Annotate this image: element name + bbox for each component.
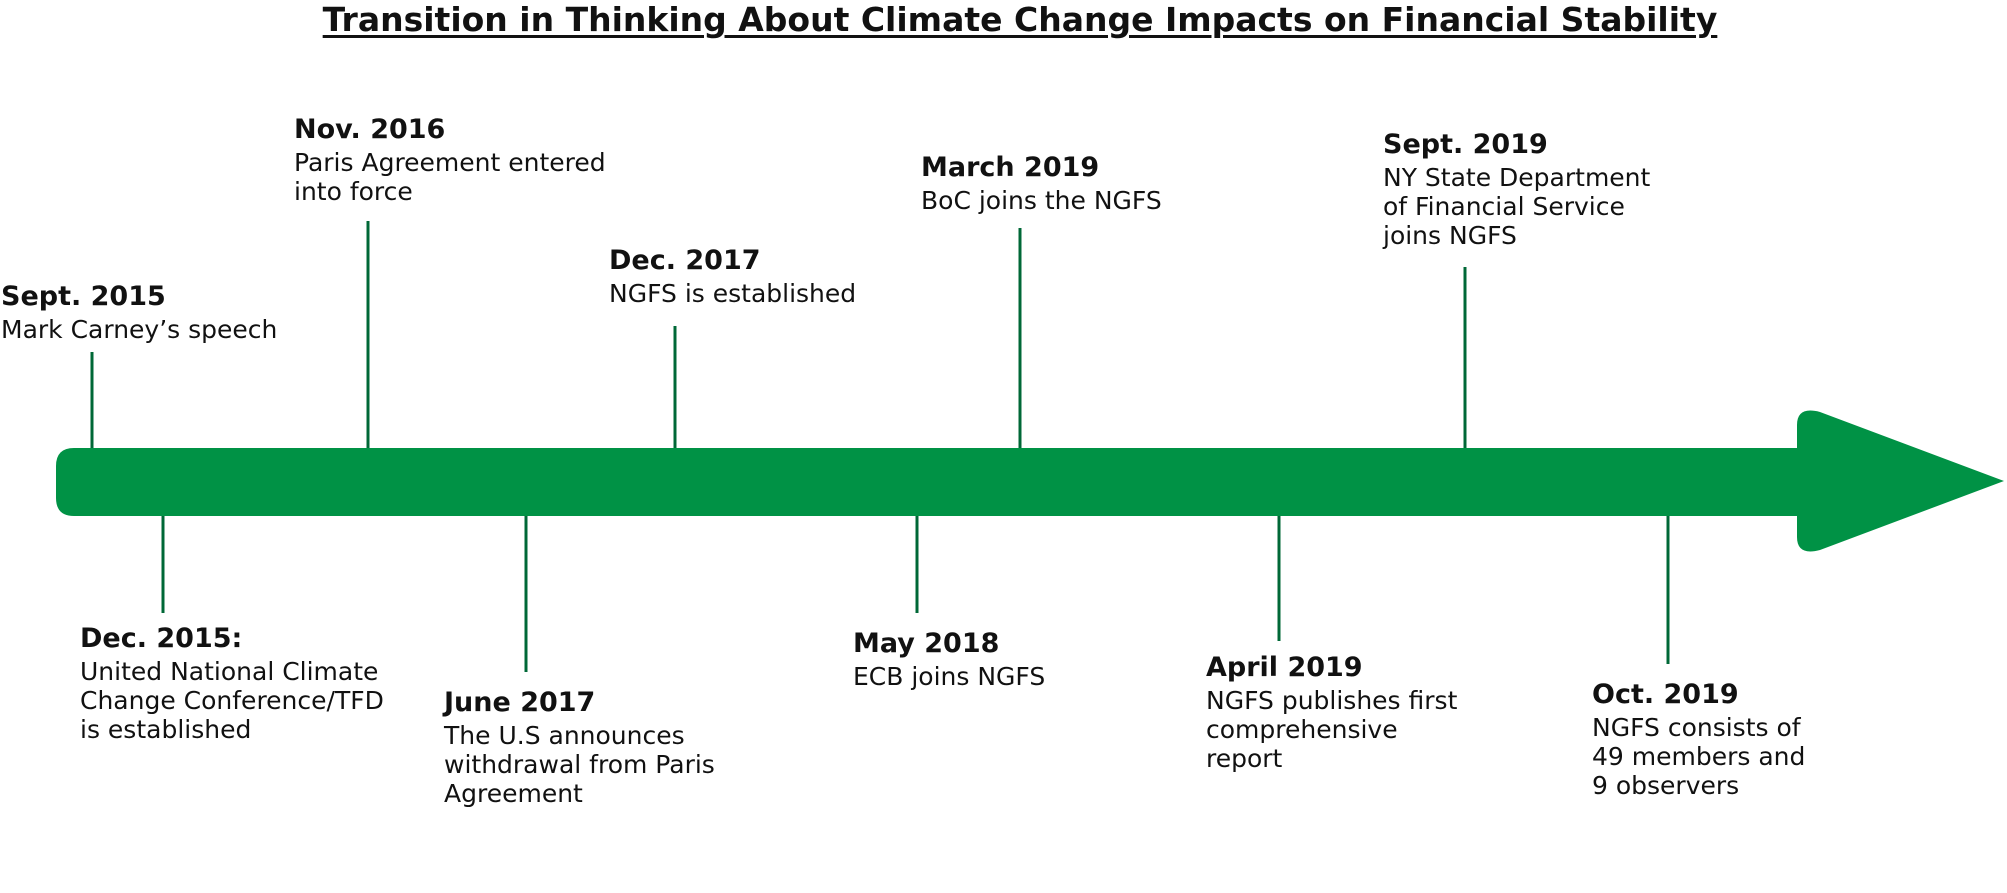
event-description: ECB joins NGFS xyxy=(853,662,1046,691)
event-april-2019: April 2019 NGFS publishes first comprehe… xyxy=(1206,652,1457,773)
event-date: Nov. 2016 xyxy=(294,114,446,145)
event-nov-2016: Nov. 2016 Paris Agreement entered into f… xyxy=(294,114,606,206)
event-dec-2017: Dec. 2017 NGFS is established xyxy=(609,245,856,308)
event-description: Paris Agreement entered into force xyxy=(294,148,606,206)
event-description: Mark Carney’s speech xyxy=(1,315,278,344)
event-description: The U.S announces withdrawal from Paris … xyxy=(444,721,715,808)
event-date: June 2017 xyxy=(444,687,596,718)
event-date: March 2019 xyxy=(921,152,1100,183)
event-description: NGFS is established xyxy=(609,279,857,308)
event-may-2018: May 2018 ECB joins NGFS xyxy=(853,628,1045,691)
event-date: Dec. 2015: xyxy=(80,623,243,654)
event-description: United National Climate Change Conferenc… xyxy=(80,657,384,744)
event-date: April 2019 xyxy=(1206,652,1363,683)
timeline-arrow xyxy=(56,410,2004,552)
event-june-2017: June 2017 The U.S announces withdrawal f… xyxy=(444,687,715,808)
event-oct-2019: Oct. 2019 NGFS consists of 49 members an… xyxy=(1592,679,1805,800)
event-sept-2019: Sept. 2019 NY State Department of Financ… xyxy=(1383,129,1650,250)
event-date: Oct. 2019 xyxy=(1592,679,1739,710)
event-date: Dec. 2017 xyxy=(609,245,761,276)
event-description: NGFS consists of 49 members and 9 observ… xyxy=(1592,713,1806,800)
event-date: May 2018 xyxy=(853,628,1000,659)
event-description: BoC joins the NGFS xyxy=(921,186,1162,215)
event-description: NGFS publishes first comprehensive repor… xyxy=(1206,686,1458,773)
event-march-2019: March 2019 BoC joins the NGFS xyxy=(921,152,1162,215)
event-description: NY State Department of Financial Service… xyxy=(1383,163,1651,250)
event-date: Sept. 2015 xyxy=(1,281,166,312)
event-date: Sept. 2019 xyxy=(1383,129,1548,160)
page-title: Transition in Thinking About Climate Cha… xyxy=(322,0,1718,39)
event-dec-2015: Dec. 2015: United National Climate Chang… xyxy=(80,623,384,744)
event-sept-2015: Sept. 2015 Mark Carney’s speech xyxy=(1,281,277,344)
